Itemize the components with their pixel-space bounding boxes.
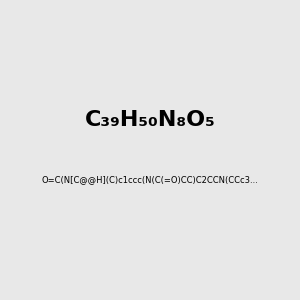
Text: C₃₉H₅₀N₈O₅: C₃₉H₅₀N₈O₅ bbox=[85, 110, 215, 130]
Text: O=C(N[C@@H](C)c1ccc(N(C(=O)CC)C2CCN(CCc3...: O=C(N[C@@H](C)c1ccc(N(C(=O)CC)C2CCN(CCc3… bbox=[42, 176, 258, 184]
